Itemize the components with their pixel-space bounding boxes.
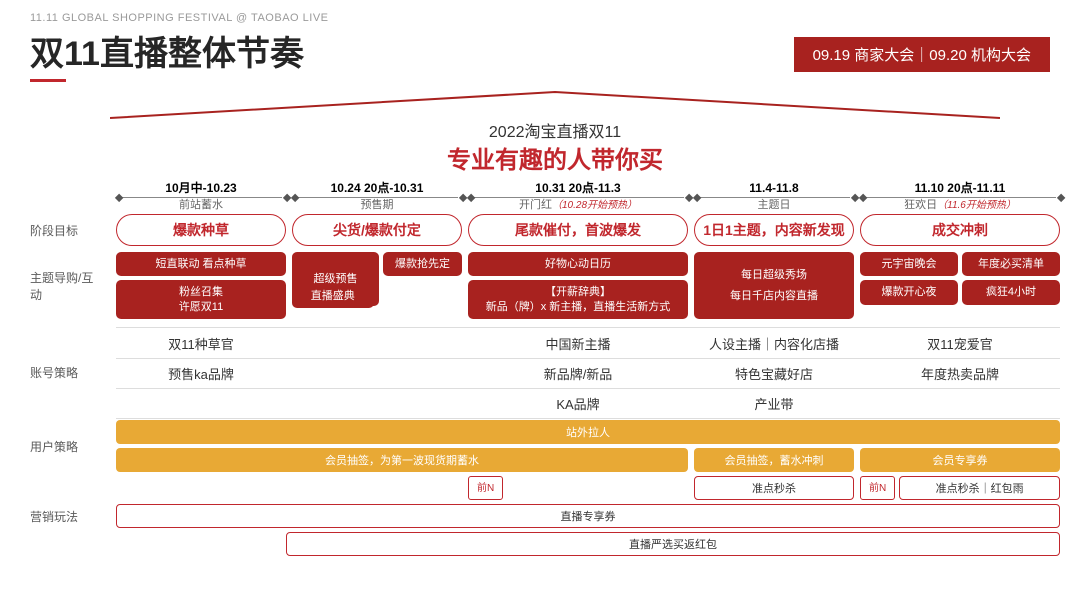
account-cell: 双11种草官 bbox=[116, 330, 286, 357]
user-cell: 会员抽签，为第一波现货期蓄水 bbox=[116, 448, 688, 472]
row-label-goal: 阶段目标 bbox=[30, 214, 110, 246]
account-cell: KA品牌 bbox=[468, 390, 688, 417]
goal-3: 尾款催付，首波爆发 bbox=[468, 214, 688, 246]
phase-3: 10.31 20点-11.3开门红（10.28开始预热） bbox=[468, 179, 688, 214]
account-cell: 新品牌/新品 bbox=[468, 360, 688, 387]
theme-box: 年度必买清单 bbox=[962, 252, 1060, 276]
account-cell: 双11宠爱官 bbox=[860, 330, 1060, 357]
phase-2: 10.24 20点-10.31预售期 bbox=[292, 179, 462, 214]
mkt-full-1: 直播专享券 bbox=[116, 504, 1060, 528]
theme-box: 【开薪辞典】 新品（牌）x 新主播，直播生活新方式 bbox=[468, 280, 688, 319]
theme-box: 元宇宙晚会 bbox=[860, 252, 958, 276]
row-label-account: 账号策略 bbox=[30, 325, 110, 420]
mkt-pill: 前N bbox=[468, 476, 503, 500]
phase-5: 11.10 20点-11.11狂欢日（11.6开始预热） bbox=[860, 179, 1060, 214]
row-label-theme: 主题导购/互动 bbox=[30, 252, 110, 319]
page-title: 双11直播整体节奏 bbox=[30, 26, 304, 75]
goal-2: 尖货/爆款付定 bbox=[292, 214, 462, 246]
theme-box: 疯狂4小时 bbox=[962, 280, 1060, 304]
goal-1: 爆款种草 bbox=[116, 214, 286, 246]
goal-4: 1日1主题，内容新发现 bbox=[694, 214, 854, 246]
mkt-pill: 前N bbox=[860, 476, 895, 500]
mkt-cell: 准点秒杀 bbox=[694, 476, 854, 500]
hero-title: 专业有趣的人带你买 bbox=[110, 140, 1000, 175]
overline: 11.11 GLOBAL SHOPPING FESTIVAL @ TAOBAO … bbox=[30, 12, 1050, 24]
theme-box: 每日超级秀场每日千店内容直播 bbox=[694, 252, 854, 319]
mkt-cell: 准点秒杀｜红包雨 bbox=[899, 476, 1060, 500]
date-badge: 09.19 商家大会｜09.20 机构大会 bbox=[794, 37, 1050, 72]
user-cell: 会员专享券 bbox=[860, 448, 1060, 472]
account-cell: 预售ka品牌 bbox=[116, 360, 286, 387]
theme-box: 短直联动 看点种草 bbox=[116, 252, 286, 276]
theme-box: 粉丝召集 许愿双11 bbox=[116, 280, 286, 319]
theme-box: 直播盛典 bbox=[292, 284, 374, 308]
title-underline bbox=[30, 79, 66, 82]
account-cell: 年度热卖品牌 bbox=[860, 360, 1060, 387]
user-cell: 会员抽签，蓄水冲刺 bbox=[694, 448, 854, 472]
mkt-full-2: 直播严选买返红包 bbox=[286, 532, 1060, 556]
hero-banner: 2022淘宝直播双11 专业有趣的人带你买 bbox=[110, 90, 1000, 175]
theme-box: 好物心动日历 bbox=[468, 252, 688, 276]
hero-subtitle: 2022淘宝直播双11 bbox=[110, 118, 1000, 142]
user-full-bar: 站外拉人 bbox=[116, 420, 1060, 444]
theme-box: 爆款开心夜 bbox=[860, 280, 958, 304]
goal-5: 成交冲刺 bbox=[860, 214, 1060, 246]
account-cell: 特色宝藏好店 bbox=[694, 360, 854, 387]
row-label-user: 用户策略 bbox=[30, 420, 110, 472]
phase-4: 11.4-11.8主题日 bbox=[694, 179, 854, 214]
account-cell: 产业带 bbox=[694, 390, 854, 417]
account-cell: 人设主播｜内容化店播 bbox=[694, 330, 854, 357]
theme-box: 爆款抢先定 bbox=[383, 252, 462, 276]
row-label-mkt: 营销玩法 bbox=[30, 476, 110, 556]
phase-1: 10月中-10.23前站蓄水 bbox=[116, 179, 286, 214]
account-cell: 中国新主播 bbox=[468, 330, 688, 357]
